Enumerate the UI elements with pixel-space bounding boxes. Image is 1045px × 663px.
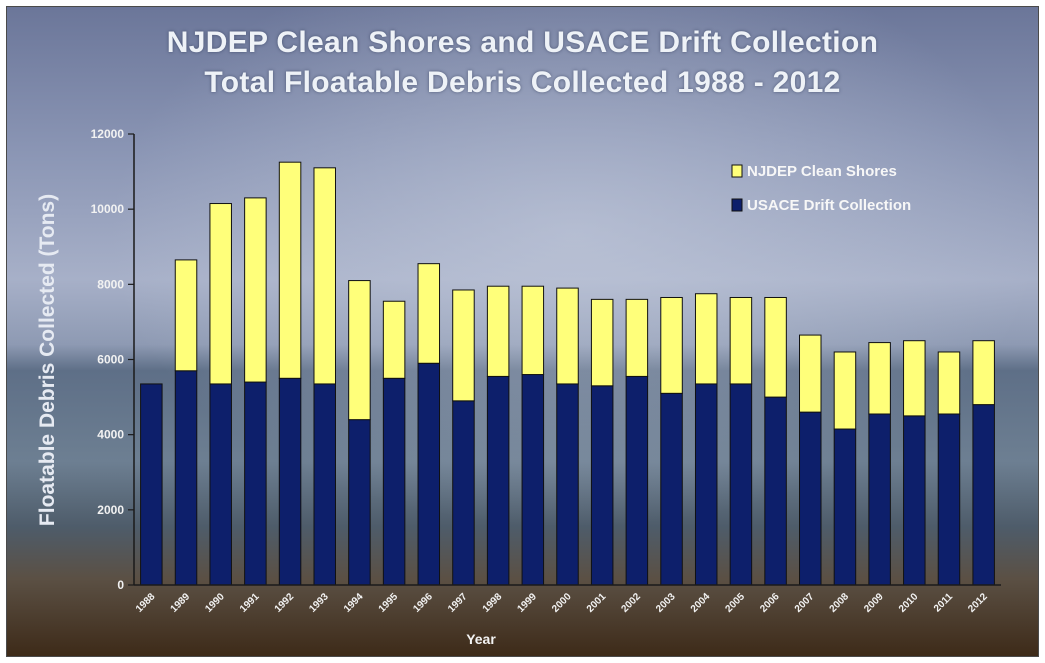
bar-njdep-clean-shores — [972, 340, 995, 406]
bar-njdep-clean-shores — [799, 334, 822, 413]
bar-njdep-clean-shores — [556, 287, 579, 385]
y-tick-label: 2000 — [97, 503, 124, 517]
bar-usace-drift-collection — [799, 411, 822, 586]
bar-njdep-clean-shores — [452, 289, 475, 402]
x-tick-label: 2009 — [862, 591, 886, 615]
y-tick-label: 4000 — [97, 428, 124, 442]
bar-usace-drift-collection — [140, 383, 163, 586]
x-tick-label: 2000 — [550, 591, 574, 615]
legend-swatch — [731, 164, 743, 178]
x-tick-label: 2008 — [828, 591, 852, 615]
x-tick-label: 1992 — [273, 591, 297, 615]
bar-njdep-clean-shores — [764, 296, 787, 398]
bar-njdep-clean-shores — [660, 296, 683, 394]
bar-usace-drift-collection — [521, 374, 545, 586]
bar-usace-drift-collection — [729, 383, 753, 586]
bar-usace-drift-collection — [694, 383, 718, 586]
bar-usace-drift-collection — [903, 415, 926, 586]
x-tick-label: 1998 — [481, 591, 505, 615]
x-tick-label: 1996 — [411, 591, 435, 615]
x-tick-label: 2004 — [689, 591, 713, 615]
bar-njdep-clean-shores — [174, 259, 198, 372]
bar-usace-drift-collection — [660, 392, 683, 586]
bar-njdep-clean-shores — [625, 298, 649, 377]
bar-njdep-clean-shores — [694, 293, 718, 385]
bar-usace-drift-collection — [833, 428, 857, 586]
bar-njdep-clean-shores — [729, 296, 753, 385]
x-tick-label: 2001 — [585, 591, 609, 615]
bar-usace-drift-collection — [452, 400, 475, 586]
bar-njdep-clean-shores — [313, 167, 336, 385]
legend: NJDEP Clean Shores USACE Drift Collection — [731, 163, 911, 214]
bar-usace-drift-collection — [486, 375, 510, 586]
chart-subtitle: Total Floatable Debris Collected 1988 - … — [204, 66, 841, 99]
bar-usace-drift-collection — [625, 375, 649, 586]
bar-njdep-clean-shores — [590, 298, 614, 387]
bar-njdep-clean-shores — [209, 203, 232, 385]
x-tick-label: 2003 — [654, 591, 678, 615]
bar-usace-drift-collection — [278, 377, 302, 586]
y-tick-label: 8000 — [97, 277, 124, 291]
bar-usace-drift-collection — [764, 396, 787, 586]
chart-title: NJDEP Clean Shores and USACE Drift Colle… — [166, 26, 879, 59]
y-tick-label: 6000 — [97, 353, 124, 367]
bar-njdep-clean-shores — [417, 263, 441, 364]
x-tick-label: 1993 — [307, 591, 331, 615]
y-axis-label: Floatable Debris Collected (Tons) — [36, 194, 59, 526]
x-axis-label: Year — [466, 631, 496, 647]
x-tick-label: 2005 — [724, 591, 748, 615]
x-tick-label: 1991 — [238, 591, 262, 615]
chart-frame: NJDEP Clean Shores and USACE Drift Colle… — [6, 6, 1039, 657]
bar-njdep-clean-shores — [868, 342, 891, 415]
bar-njdep-clean-shores — [903, 340, 926, 417]
x-tick-label: 2010 — [897, 591, 921, 615]
plot-area: 0 2000 4000 6000 8000 10000 12000 1988 1989 1990 1… — [91, 127, 995, 615]
stacked-bar-chart: 0 2000 4000 6000 8000 10000 12000 1988 1989 1990 1… — [36, 127, 1001, 647]
bar-njdep-clean-shores — [937, 351, 961, 415]
bar-usace-drift-collection — [348, 419, 371, 586]
bar-usace-drift-collection — [868, 413, 891, 586]
y-tick-label: 0 — [117, 578, 124, 592]
x-tick-label: 2011 — [932, 591, 955, 614]
bar-usace-drift-collection — [556, 383, 579, 586]
x-tick-label: 1995 — [377, 591, 401, 615]
bar-usace-drift-collection — [972, 404, 995, 586]
bar-usace-drift-collection — [417, 362, 441, 586]
bar-usace-drift-collection — [590, 385, 614, 586]
x-tick-label: 1989 — [169, 591, 193, 615]
x-tick-label: 2007 — [793, 591, 817, 615]
y-tick-label: 10000 — [91, 202, 125, 216]
x-tick-label: 1988 — [134, 591, 158, 615]
bar-usace-drift-collection — [244, 381, 267, 586]
legend-label: USACE Drift Collection — [747, 197, 911, 214]
bar-njdep-clean-shores — [382, 300, 406, 379]
y-tick-label: 12000 — [91, 127, 125, 141]
bar-njdep-clean-shores — [486, 285, 510, 377]
x-tick-label: 1990 — [203, 591, 227, 615]
bar-usace-drift-collection — [937, 413, 961, 586]
bar-usace-drift-collection — [209, 383, 232, 586]
x-tick-label: 1994 — [342, 591, 366, 615]
bar-usace-drift-collection — [313, 383, 336, 586]
bar-njdep-clean-shores — [244, 197, 267, 383]
bar-njdep-clean-shores — [521, 285, 545, 376]
x-tick-label: 2006 — [758, 591, 782, 615]
bar-njdep-clean-shores — [348, 280, 371, 421]
bar-njdep-clean-shores — [278, 161, 302, 379]
x-tick-label: 1997 — [446, 591, 470, 615]
x-tick-label: 2012 — [966, 591, 990, 615]
legend-swatch — [731, 198, 743, 212]
x-tick-label: 2002 — [619, 591, 643, 615]
x-tick-label: 1999 — [515, 591, 539, 615]
bar-usace-drift-collection — [174, 370, 198, 586]
legend-label: NJDEP Clean Shores — [747, 163, 897, 180]
bar-usace-drift-collection — [382, 377, 406, 586]
bar-njdep-clean-shores — [833, 351, 857, 430]
